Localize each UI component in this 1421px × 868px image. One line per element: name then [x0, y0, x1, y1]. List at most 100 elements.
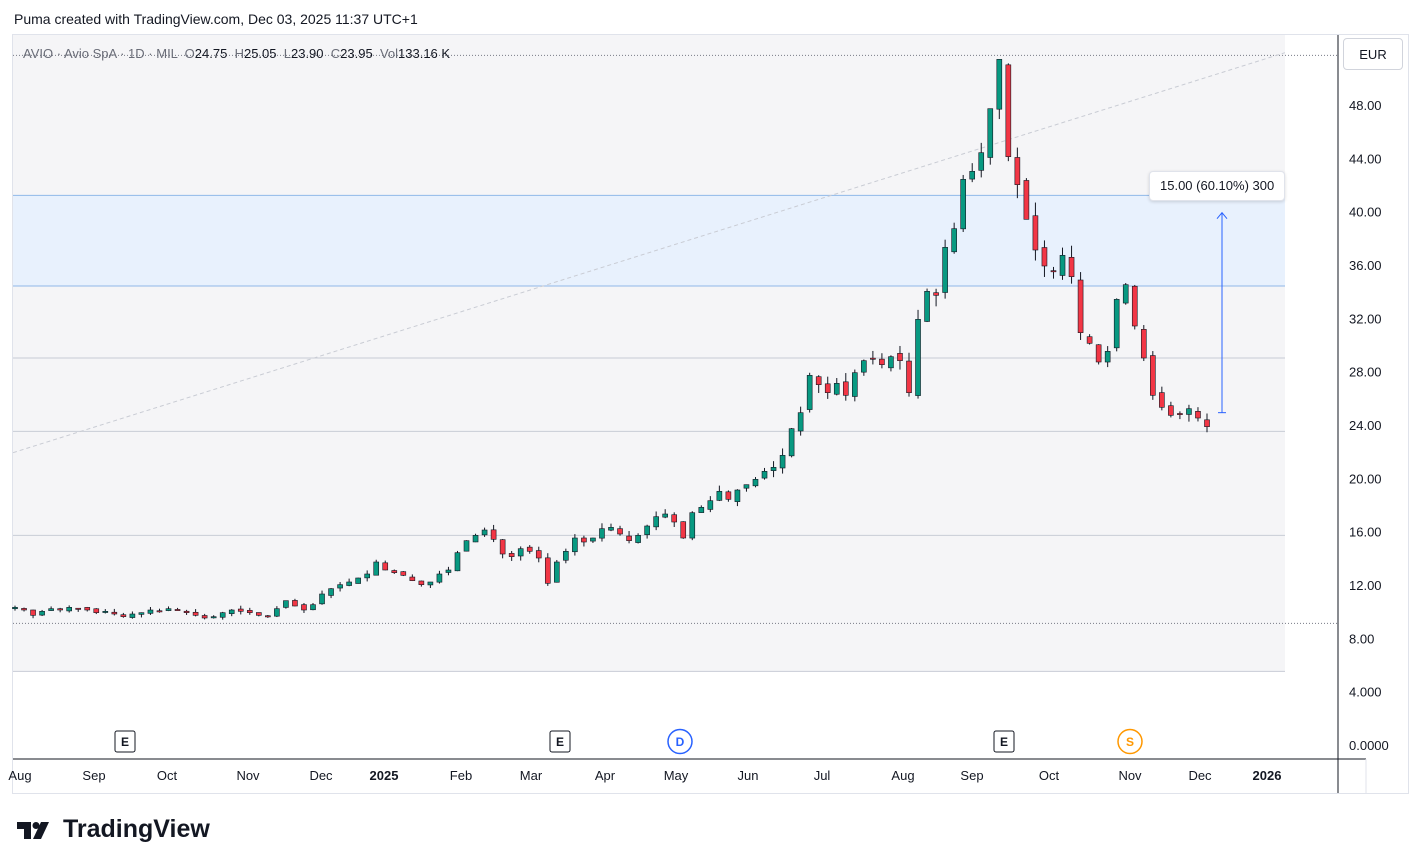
candle [870, 350, 876, 365]
candle-body-up [996, 59, 1003, 110]
candle-body-down [1005, 64, 1012, 157]
candle-body-up [1122, 284, 1129, 304]
candle [833, 378, 840, 396]
candle-body-up [978, 152, 985, 171]
candle [608, 523, 614, 532]
candle [30, 609, 36, 619]
y-tick-label: 8.00 [1349, 631, 1374, 646]
candle [102, 609, 109, 614]
candle [499, 539, 506, 559]
candle [842, 373, 849, 401]
candle-body-up [1059, 255, 1066, 276]
candle-body-up [563, 551, 569, 561]
x-tick-label: Dec [309, 768, 333, 783]
candle [66, 605, 72, 613]
candle-body-up [463, 540, 470, 552]
candle [228, 609, 235, 617]
candle-body-down [933, 292, 939, 296]
x-tick-label: Jun [738, 768, 759, 783]
candle-body-down [544, 557, 551, 584]
candle [535, 546, 542, 563]
candle-body-down [301, 604, 307, 611]
candle-body-up [219, 612, 226, 618]
candle-body-up [987, 108, 994, 158]
candle [797, 406, 804, 436]
candle [129, 611, 136, 619]
y-tick-label: 48.00 [1349, 98, 1382, 113]
y-tick-label: 0.0000 [1349, 738, 1389, 753]
candle-body-up [310, 604, 316, 611]
candle-body-up [39, 611, 45, 616]
candle-body-down [256, 612, 262, 616]
candle-body-down [1095, 344, 1102, 363]
candle-body-down [75, 607, 82, 610]
event-badge [1117, 728, 1143, 755]
x-tick-label: Oct [1039, 768, 1060, 783]
candle-body-up [12, 607, 18, 610]
candle [933, 288, 939, 307]
candle [427, 581, 434, 588]
candle [1131, 284, 1138, 330]
candle-body-down [382, 562, 389, 571]
candle [626, 530, 632, 544]
candle-body-down [120, 614, 127, 617]
currency-button[interactable]: EUR [1343, 38, 1403, 70]
candle [210, 615, 217, 619]
candle [21, 607, 27, 612]
legend-symbol: AVIO [23, 46, 54, 61]
candle [75, 607, 82, 612]
candle-body-down [1041, 247, 1048, 267]
candle-body-up [861, 360, 867, 373]
candle-body-up [915, 319, 921, 396]
candle-body-down [400, 571, 407, 576]
x-tick-label: Nov [236, 768, 260, 783]
candle [617, 525, 623, 536]
candle [879, 353, 885, 369]
candle-body-down [870, 357, 876, 360]
x-tick-label: Apr [595, 768, 616, 783]
candle [1204, 413, 1210, 433]
candle-body-up [472, 535, 479, 543]
candle-body-down [409, 576, 416, 581]
candle-body-down [84, 607, 91, 611]
candle-body-down [156, 610, 163, 613]
candle [1095, 344, 1102, 365]
event-letter: E [121, 735, 129, 749]
candle-body-down [418, 580, 425, 585]
candle-body-up [969, 171, 976, 180]
candle-body-up [364, 573, 370, 579]
candle-body-up [436, 573, 443, 583]
candle [824, 376, 831, 399]
candle [1140, 325, 1147, 362]
candle-body-up [373, 561, 380, 576]
x-tick-label: Oct [157, 768, 178, 783]
legend-open: 24.75 [194, 46, 228, 61]
candle [924, 288, 930, 323]
candle-body-up [572, 537, 578, 553]
y-tick-label: 4.000 [1349, 685, 1382, 700]
legend-low: 23.90 [290, 46, 324, 61]
candle-body-up [129, 613, 136, 618]
event-marker-e: E [114, 730, 136, 753]
candle-body-down [725, 491, 732, 500]
candle [156, 608, 163, 613]
measure-arrow-head [1216, 211, 1228, 219]
candle-body-up [698, 507, 705, 513]
event-letter: D [676, 735, 685, 749]
candle-body-up [888, 356, 894, 369]
tradingview-logo[interactable]: TradingView [15, 815, 210, 844]
candle [12, 605, 18, 611]
candle [283, 600, 289, 609]
candle-body-down [174, 609, 181, 611]
candle-body-down [1077, 279, 1084, 333]
x-tick-label: Nov [1118, 768, 1142, 783]
candle [409, 574, 416, 582]
plot-background [13, 35, 1285, 672]
candle-body-down [1140, 329, 1147, 359]
candle-body-up [147, 609, 154, 614]
candle-body-down [21, 608, 27, 611]
event-marker-s: S [1117, 728, 1143, 755]
candle-body-up [689, 512, 696, 539]
candle [725, 490, 732, 502]
